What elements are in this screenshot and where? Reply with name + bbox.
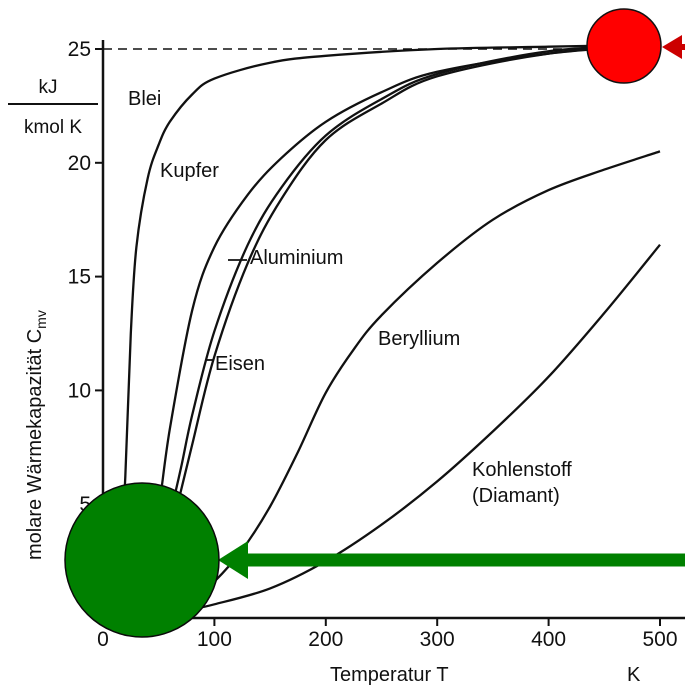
- y-axis-title: molare Wärmekapazität Cmv: [24, 310, 49, 560]
- curve-label-kohlenstoff-diamant: Kohlenstoff: [472, 459, 572, 481]
- curve-label-kohlenstoff-diamant: (Diamant): [472, 485, 560, 507]
- curve-label-aluminium: Aluminium: [250, 247, 343, 269]
- curve-label-blei: Blei: [128, 88, 161, 110]
- y-unit: kJ kmol K: [8, 77, 98, 138]
- x-axis-title: Temperatur T: [330, 664, 449, 686]
- annotations: [64, 8, 685, 638]
- curve-label-beryllium: Beryllium: [378, 328, 460, 350]
- x-tick-label: 400: [531, 628, 566, 651]
- x-axis-unit: K: [627, 664, 641, 686]
- y-unit-denominator: kmol K: [24, 117, 82, 138]
- y-axis-title-subscript: mv: [33, 310, 49, 329]
- green-arrow-head: [218, 541, 248, 579]
- x-tick-label: 500: [642, 628, 677, 651]
- y-tick-label: 20: [68, 152, 91, 175]
- x-tick-label: 300: [420, 628, 455, 651]
- curve-label-kupfer: Kupfer: [160, 160, 219, 182]
- y-tick-label: 15: [68, 266, 91, 289]
- red-highlight-circle: [586, 8, 662, 84]
- y-axis-title-main: molare Wärmekapazität C: [24, 329, 46, 560]
- curve-blei: [112, 43, 661, 612]
- curve-label-eisen: Eisen: [215, 353, 265, 375]
- curve-labels: Blei Kupfer Aluminium Eisen Beryllium Kohlens…: [128, 88, 572, 507]
- x-tick-label: 200: [308, 628, 343, 651]
- x-ticks: 0 100 200 300 400 500: [97, 618, 678, 651]
- red-arrow-head: [662, 35, 682, 59]
- green-highlight-circle: [64, 482, 220, 638]
- x-tick-label: 100: [197, 628, 232, 651]
- x-tick-label: 0: [97, 628, 109, 651]
- y-ticks: 5 10 15 20 25: [68, 38, 103, 516]
- y-tick-label: 10: [68, 379, 91, 402]
- y-tick-label: 25: [68, 38, 91, 61]
- y-unit-numerator: kJ: [39, 77, 58, 98]
- y-tick-label: 5: [79, 493, 91, 516]
